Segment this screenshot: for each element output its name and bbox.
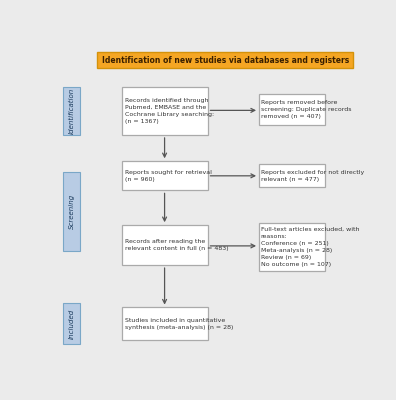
Bar [259,223,325,270]
Bar [97,52,353,68]
Bar [122,308,208,340]
Bar [63,172,80,250]
Text: Reports removed before
screening: Duplicate records
removed (n = 407): Reports removed before screening: Duplic… [261,100,351,119]
Text: Records identified through
Pubmed, EMBASE and the
Cochrane Library searching:
(n: Records identified through Pubmed, EMBAS… [125,98,214,124]
Bar [63,303,80,344]
Bar [259,164,325,187]
Text: Identification of new studies via databases and registers: Identification of new studies via databa… [102,56,349,64]
Bar [259,94,325,125]
Text: Screening: Screening [69,194,74,229]
Text: Reports sought for retrieval
(n = 960): Reports sought for retrieval (n = 960) [125,170,211,182]
Text: Reports excluded for not directly
relevant (n = 477): Reports excluded for not directly releva… [261,170,364,182]
Text: Included: Included [69,308,74,339]
Bar [63,87,80,135]
Text: Records after reading the
relevant content in full (n = 483): Records after reading the relevant conte… [125,239,228,251]
Bar [122,225,208,265]
Text: Studies included in quantitative
synthesis (meta-analysis) (n = 28): Studies included in quantitative synthes… [125,318,233,330]
Text: Identification: Identification [69,88,74,134]
Text: Full-text articles excluded, with
reasons:
Conference (n = 251)
Meta-analysis (n: Full-text articles excluded, with reason… [261,227,359,267]
Bar [122,161,208,190]
Bar [122,87,208,135]
